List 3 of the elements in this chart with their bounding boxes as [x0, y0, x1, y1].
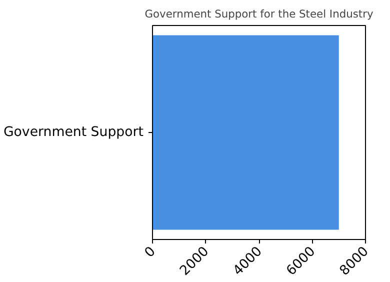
- x-tick-label: 0: [142, 244, 159, 261]
- chart-title: Government Support for the Steel Industry: [144, 8, 374, 20]
- y-tick-label: Government Support: [3, 125, 144, 140]
